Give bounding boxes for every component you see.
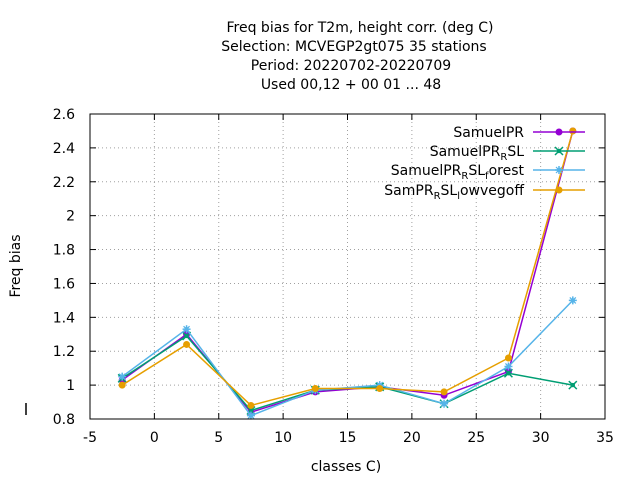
data-point-2 xyxy=(503,368,513,378)
series-line-3 xyxy=(121,299,574,417)
y-tick-label: 0.8 xyxy=(53,412,75,428)
legend-label-1: SamuelPR xyxy=(453,125,524,141)
data-point-4 xyxy=(247,401,255,409)
y-tick-label: 1.2 xyxy=(53,344,75,360)
title-line-4: Used 00,12 + 00 01 ... 48 xyxy=(261,77,441,93)
y-tick-label: 2 xyxy=(66,209,75,225)
y-tick-label: 2.2 xyxy=(53,175,75,191)
data-point-4 xyxy=(504,354,512,362)
data-point-3 xyxy=(182,325,191,334)
title-line-3: Period: 20220702-20220709 xyxy=(251,58,451,74)
grid-lines xyxy=(90,114,605,419)
y-tick-label: 2.6 xyxy=(53,107,75,123)
x-tick-label: 30 xyxy=(532,430,550,446)
series-group xyxy=(117,127,578,420)
data-point-4 xyxy=(183,340,191,348)
series-line-4 xyxy=(121,130,574,407)
legend-label-4: SamPRRSLlowvegoff xyxy=(384,183,524,202)
x-tick-label: 10 xyxy=(274,430,292,446)
x-tick-label: 25 xyxy=(467,430,485,446)
legend-label-3: SamuelPRRSLforest xyxy=(391,163,525,182)
data-point-4 xyxy=(118,381,126,389)
data-point-2 xyxy=(568,380,578,390)
y-axis-label: Freq bias xyxy=(8,234,24,297)
legend-marker-2 xyxy=(554,146,564,156)
data-point-4 xyxy=(569,127,577,135)
x-tick-label: -5 xyxy=(83,430,97,446)
x-axis-label: classes C) xyxy=(311,459,381,475)
data-point-3 xyxy=(504,362,513,371)
chart-title: Freq bias for T2m, height corr. (deg C) … xyxy=(221,20,493,93)
x-tick-labels: -5 0 5 10 15 20 25 30 35 xyxy=(83,430,614,446)
data-point-4 xyxy=(311,385,319,392)
data-point-4 xyxy=(376,385,384,392)
title-line-1: Freq bias for T2m, height corr. (deg C) xyxy=(227,20,494,36)
y-tick-label: 2.4 xyxy=(53,141,75,157)
legend-label-2: SamuelPRRSL xyxy=(430,144,524,163)
data-point-3 xyxy=(118,372,127,381)
legend-marker-1 xyxy=(555,128,563,136)
y-tick-label: 1.6 xyxy=(53,276,75,292)
data-point-3 xyxy=(246,411,255,420)
y-tick-label: 1.8 xyxy=(53,243,75,259)
data-point-3 xyxy=(568,296,577,305)
title-line-2: Selection: MCVEGP2gt075 35 stations xyxy=(221,39,486,55)
x-tick-label: 35 xyxy=(596,430,614,446)
x-tick-label: 15 xyxy=(339,430,357,446)
legend-marker-4 xyxy=(555,186,563,194)
data-point-4 xyxy=(440,388,448,396)
legend-marker-3 xyxy=(555,166,563,174)
axis-ticks xyxy=(89,113,606,420)
legend: SamuelPR SamuelPRRSLSamuelPRRSLforestSamP… xyxy=(384,125,585,202)
x-tick-label: 5 xyxy=(214,430,223,446)
data-point-3 xyxy=(440,399,449,408)
y-tick-label: 1.4 xyxy=(53,310,75,326)
y-tick-label: 1 xyxy=(66,378,75,394)
y-tick-labels: 0.8 1 1.2 1.4 1.6 1.8 2 2.2 2.4 2.6 xyxy=(53,107,75,428)
x-tick-label: 20 xyxy=(403,430,421,446)
x-tick-label: 0 xyxy=(150,430,159,446)
